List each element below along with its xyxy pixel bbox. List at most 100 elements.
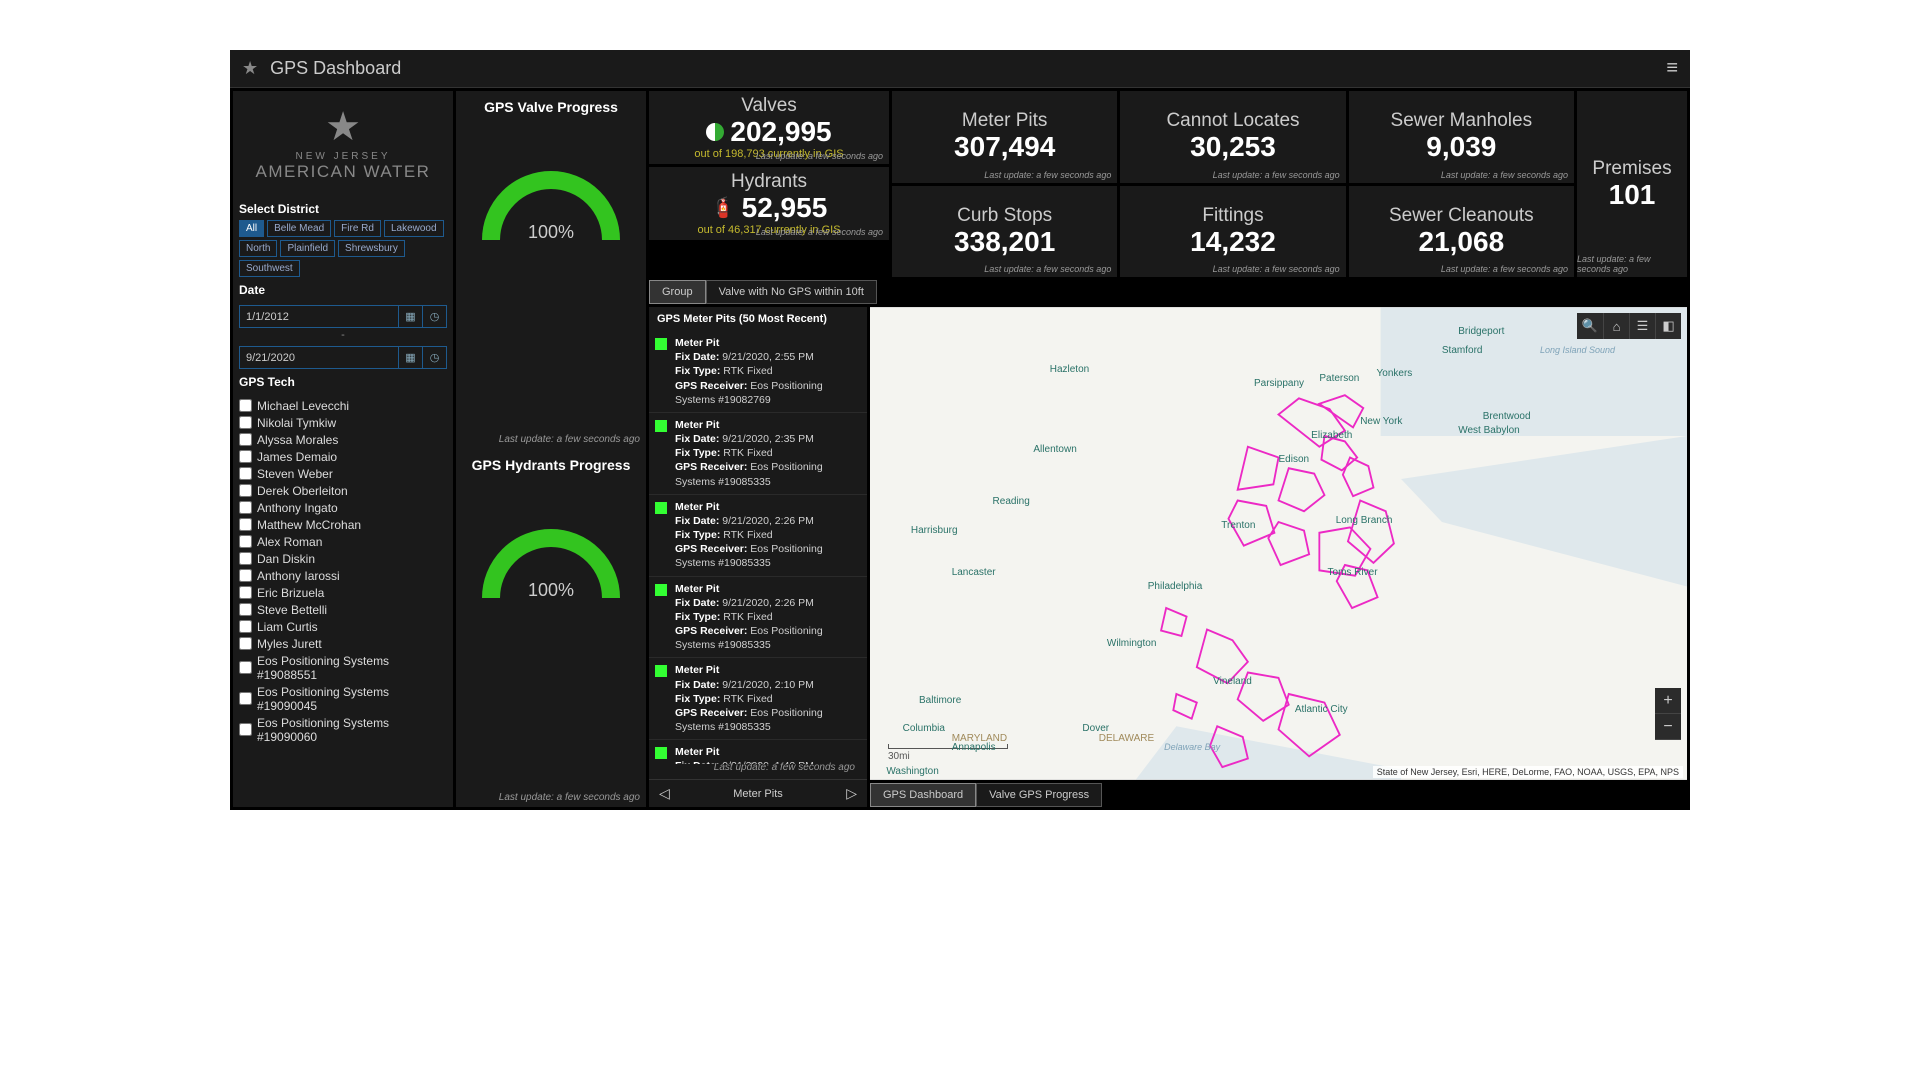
map-tab[interactable]: GPS Dashboard <box>870 783 976 807</box>
date-start-input[interactable] <box>240 307 398 327</box>
tech-checkbox[interactable] <box>239 569 252 582</box>
last-update-text: Last update: a few seconds ago <box>984 170 1111 180</box>
tech-checkbox-row[interactable]: Liam Curtis <box>239 618 447 635</box>
district-chips: AllBelle MeadFire RdLakewood NorthPlainfi… <box>239 220 447 277</box>
calendar-icon[interactable]: ▦ <box>398 347 422 368</box>
meter-pit-list: GPS Meter Pits (50 Most Recent) Meter Pi… <box>649 307 867 807</box>
valve-gauge-title: GPS Valve Progress <box>484 99 618 115</box>
last-update-text: Last update: a few seconds ago <box>499 434 640 445</box>
map-attribution: State of New Jersey, Esri, HERE, DeLorme… <box>1373 766 1683 778</box>
next-arrow-icon[interactable]: ▷ <box>846 785 857 802</box>
tech-checkbox[interactable] <box>239 692 252 705</box>
city-label: Yonkers <box>1377 368 1413 379</box>
tech-checkbox-row[interactable]: Steven Weber <box>239 465 447 482</box>
stat-value: 52,955 <box>742 193 828 224</box>
district-chip[interactable]: North <box>239 240 277 257</box>
search-icon[interactable]: 🔍 <box>1577 313 1603 339</box>
city-label: Stamford <box>1442 345 1483 356</box>
layers-icon[interactable]: ◧ <box>1655 313 1681 339</box>
tech-checkbox[interactable] <box>239 535 252 548</box>
map-tab[interactable]: Valve GPS Progress <box>976 783 1102 807</box>
hydrant-gauge-box: GPS Hydrants Progress 100% Last update: … <box>456 449 646 807</box>
zoom-in-button[interactable]: + <box>1655 688 1681 714</box>
tech-checkbox[interactable] <box>239 586 252 599</box>
tech-checkbox[interactable] <box>239 416 252 429</box>
tech-checkbox-row[interactable]: Anthony Ingato <box>239 499 447 516</box>
legend-icon[interactable]: ☰ <box>1629 313 1655 339</box>
district-chip[interactable]: Lakewood <box>384 220 444 237</box>
last-update-text: Last update: a few seconds ago <box>499 792 640 803</box>
zoom-out-button[interactable]: − <box>1655 714 1681 740</box>
district-chip[interactable]: Plainfield <box>280 240 335 257</box>
clock-icon[interactable]: ◷ <box>422 306 446 327</box>
stat-curb-stops: Curb Stops338,201Last update: a few seco… <box>892 186 1117 278</box>
stat-valves: Valves 202,995 out of 198,793 currently … <box>649 91 889 164</box>
tech-checkbox-row[interactable]: Alyssa Morales <box>239 431 447 448</box>
city-label: Hazleton <box>1050 364 1089 375</box>
tech-checkbox-row[interactable]: Dan Diskin <box>239 550 447 567</box>
mp-list-title: GPS Meter Pits (50 Most Recent) <box>649 307 867 331</box>
tech-label: GPS Tech <box>239 375 447 389</box>
tech-checkbox[interactable] <box>239 603 252 616</box>
home-icon[interactable]: ⌂ <box>1603 313 1629 339</box>
stat-title: Premises <box>1592 158 1671 180</box>
meter-pit-item[interactable]: Meter PitFix Date: 9/21/2020, 2:55 PMFix… <box>649 331 867 413</box>
meter-pit-item[interactable]: Meter PitFix Date: 9/21/2020, 2:26 PMFix… <box>649 577 867 659</box>
prev-arrow-icon[interactable]: ◁ <box>659 785 670 802</box>
district-chip[interactable]: All <box>239 220 264 237</box>
clock-icon[interactable]: ◷ <box>422 347 446 368</box>
tech-checkbox[interactable] <box>239 484 252 497</box>
gauge-panel: GPS Valve Progress 100% Last update: a f… <box>456 91 646 807</box>
tech-checkbox-row[interactable]: Anthony Iarossi <box>239 567 447 584</box>
tech-checkbox[interactable] <box>239 552 252 565</box>
tech-checkbox-row[interactable]: Eric Brizuela <box>239 584 447 601</box>
tech-checkbox[interactable] <box>239 637 252 650</box>
upper-tab[interactable]: Valve with No GPS within 10ft <box>706 280 877 304</box>
meter-pit-item[interactable]: Meter PitFix Date: 9/21/2020, 2:35 PMFix… <box>649 413 867 495</box>
tech-checkbox[interactable] <box>239 620 252 633</box>
calendar-icon[interactable]: ▦ <box>398 306 422 327</box>
date-end-input[interactable] <box>240 348 398 368</box>
tech-checkbox-row[interactable]: Eos Positioning Systems #19090045 <box>239 683 447 714</box>
tech-checkbox-row[interactable]: Michael Levecchi <box>239 397 447 414</box>
district-chip[interactable]: Shrewsbury <box>338 240 405 257</box>
tech-checkbox[interactable] <box>239 661 252 674</box>
district-chip[interactable]: Fire Rd <box>334 220 381 237</box>
meter-pit-item[interactable]: Meter PitFix Date: 9/21/2020, 2:10 PMFix… <box>649 658 867 740</box>
tech-checkbox[interactable] <box>239 433 252 446</box>
tech-checkbox-row[interactable]: Derek Oberleiton <box>239 482 447 499</box>
mp-list-nav: ◁ Meter Pits ▷ <box>649 779 867 807</box>
status-square-icon <box>655 584 667 596</box>
mp-text: Meter PitFix Date: 9/21/2020, 2:55 PMFix… <box>675 336 861 407</box>
tech-checkbox-row[interactable]: Nikolai Tymkiw <box>239 414 447 431</box>
stat-hydrants: Hydrants 🧯52,955 out of 46,317 currently… <box>649 167 889 240</box>
status-square-icon <box>655 665 667 677</box>
filter-panel: ★ NEW JERSEY AMERICAN WATER Select Distr… <box>233 91 453 807</box>
tech-checkbox-row[interactable]: Myles Jurett <box>239 635 447 652</box>
city-label: Lancaster <box>952 567 996 578</box>
water-label: Long Island Sound <box>1540 345 1615 355</box>
tech-checkbox-row[interactable]: James Demaio <box>239 448 447 465</box>
map-view[interactable]: 🔍 ⌂ ☰ ◧ + − 30mi State <box>870 307 1687 780</box>
tech-checkbox[interactable] <box>239 450 252 463</box>
tech-checkbox[interactable] <box>239 518 252 531</box>
tech-checkbox-row[interactable]: Eos Positioning Systems #19088551 <box>239 652 447 683</box>
last-update-text: Last update: a few seconds ago <box>1441 264 1568 274</box>
tech-checkbox-row[interactable]: Matthew McCrohan <box>239 516 447 533</box>
last-update-text: Last update: a few seconds ago <box>1577 254 1681 274</box>
tech-checkbox-row[interactable]: Eos Positioning Systems #19090060 <box>239 714 447 745</box>
district-chip[interactable]: Southwest <box>239 260 300 277</box>
map-toolbar: 🔍 ⌂ ☰ ◧ <box>1577 313 1681 339</box>
menu-icon[interactable]: ≡ <box>1666 57 1678 80</box>
tech-checkbox[interactable] <box>239 723 252 736</box>
hydrant-icon: 🧯 <box>711 197 736 219</box>
tech-checkbox[interactable] <box>239 501 252 514</box>
tech-checkbox[interactable] <box>239 467 252 480</box>
meter-pit-item[interactable]: Meter PitFix Date: 9/21/2020, 2:26 PMFix… <box>649 495 867 577</box>
tech-checkbox-row[interactable]: Alex Roman <box>239 533 447 550</box>
stat-cannot-locates: Cannot Locates30,253Last update: a few s… <box>1120 91 1345 183</box>
tech-checkbox[interactable] <box>239 399 252 412</box>
district-chip[interactable]: Belle Mead <box>267 220 331 237</box>
tech-checkbox-row[interactable]: Steve Bettelli <box>239 601 447 618</box>
upper-tab[interactable]: Group <box>649 280 706 304</box>
